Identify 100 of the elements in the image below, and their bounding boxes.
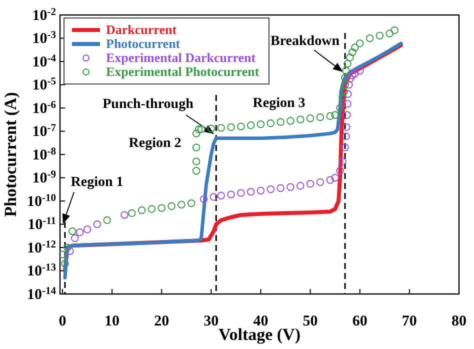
y-tick-label: 10$^{-9}$ bbox=[32, 169, 56, 187]
point bbox=[168, 202, 176, 210]
point bbox=[386, 30, 394, 38]
point bbox=[296, 116, 304, 124]
y-tick-label: 10$^{-12}$ bbox=[27, 238, 56, 256]
point bbox=[344, 60, 352, 68]
point bbox=[276, 184, 284, 192]
x-tick-label: 80 bbox=[452, 314, 466, 330]
point bbox=[344, 90, 352, 98]
legend-label: Experimental Photocurrent bbox=[106, 64, 260, 79]
x-tick-label: 70 bbox=[402, 314, 417, 330]
point bbox=[266, 119, 275, 128]
point bbox=[341, 80, 349, 89]
point bbox=[200, 195, 208, 204]
annotation: Region 3 bbox=[252, 96, 306, 111]
point bbox=[192, 130, 200, 138]
point bbox=[331, 111, 339, 119]
x-tick-label: 60 bbox=[352, 314, 368, 330]
point bbox=[256, 120, 265, 128]
point bbox=[256, 186, 265, 194]
y-tick-label: 10$^{-10}$ bbox=[27, 192, 56, 210]
y-tick-label: 10$^{-8}$ bbox=[32, 146, 56, 164]
point bbox=[356, 40, 364, 48]
point bbox=[326, 176, 334, 184]
point bbox=[158, 204, 166, 212]
point bbox=[61, 260, 69, 268]
point bbox=[246, 121, 255, 130]
ref-line-label: Breakdown bbox=[270, 34, 340, 49]
point bbox=[340, 88, 348, 96]
point bbox=[343, 111, 351, 119]
point bbox=[64, 244, 72, 252]
y-tick-label: 10$^{-3}$ bbox=[32, 30, 56, 48]
point bbox=[366, 34, 374, 42]
ref-line-label: Region 1 bbox=[70, 175, 124, 190]
legend-label: Photocurrent bbox=[106, 36, 181, 51]
point bbox=[306, 114, 314, 122]
point bbox=[336, 104, 344, 112]
point bbox=[103, 216, 111, 224]
point bbox=[66, 247, 74, 255]
point bbox=[326, 112, 334, 120]
x-tick-label: 10 bbox=[104, 314, 120, 330]
ref-line-label: Punch-through bbox=[102, 97, 194, 112]
point bbox=[266, 185, 275, 194]
point bbox=[246, 188, 255, 196]
y-tick-label: 10$^{-4}$ bbox=[32, 52, 57, 70]
point bbox=[342, 123, 350, 132]
y-tick-label: 10$^{-6}$ bbox=[32, 99, 56, 117]
point bbox=[227, 190, 235, 198]
point bbox=[237, 189, 245, 197]
point bbox=[348, 72, 356, 80]
point bbox=[192, 158, 200, 166]
x-tick-label: 50 bbox=[302, 314, 318, 330]
point bbox=[148, 205, 156, 213]
point bbox=[356, 66, 364, 75]
point bbox=[351, 70, 359, 78]
point bbox=[93, 220, 102, 228]
point bbox=[344, 100, 352, 108]
point bbox=[336, 166, 344, 175]
point bbox=[338, 93, 346, 101]
x-tick-label: 30 bbox=[204, 314, 219, 330]
point bbox=[345, 80, 353, 89]
point bbox=[68, 227, 76, 236]
point bbox=[348, 48, 356, 56]
point bbox=[341, 74, 349, 82]
point bbox=[76, 228, 84, 236]
point bbox=[316, 113, 324, 122]
point bbox=[217, 124, 225, 132]
x-tick-label: 0 bbox=[58, 314, 66, 330]
point bbox=[60, 250, 66, 258]
point bbox=[187, 199, 196, 208]
y-tick-label: 10$^{-2}$ bbox=[32, 6, 56, 24]
point bbox=[390, 26, 398, 34]
legend-label: Darkcurrent bbox=[106, 22, 178, 37]
point bbox=[351, 44, 359, 52]
point bbox=[83, 226, 92, 234]
point bbox=[306, 180, 314, 188]
point bbox=[237, 122, 245, 130]
point bbox=[286, 116, 294, 125]
y-tick-label: 10$^{-13}$ bbox=[27, 262, 56, 280]
point bbox=[192, 166, 200, 175]
point bbox=[217, 192, 225, 200]
point bbox=[70, 234, 79, 242]
point bbox=[227, 123, 235, 132]
point bbox=[128, 209, 136, 218]
point bbox=[276, 118, 284, 126]
point bbox=[194, 126, 203, 134]
point bbox=[197, 126, 206, 134]
point bbox=[342, 132, 350, 140]
y-axis-title: Photocurrent (A) bbox=[1, 92, 20, 217]
point bbox=[192, 144, 200, 152]
point bbox=[296, 182, 304, 190]
point bbox=[210, 193, 218, 201]
y-tick-label: 10$^{-14}$ bbox=[27, 285, 57, 303]
point bbox=[342, 66, 350, 75]
legend-label: Experimental Darkcurrent bbox=[106, 50, 256, 65]
annotation: Region 2 bbox=[128, 136, 182, 151]
point bbox=[178, 200, 186, 208]
y-tick-label: 10$^{-5}$ bbox=[32, 76, 56, 94]
point bbox=[207, 124, 216, 132]
point bbox=[346, 54, 354, 62]
